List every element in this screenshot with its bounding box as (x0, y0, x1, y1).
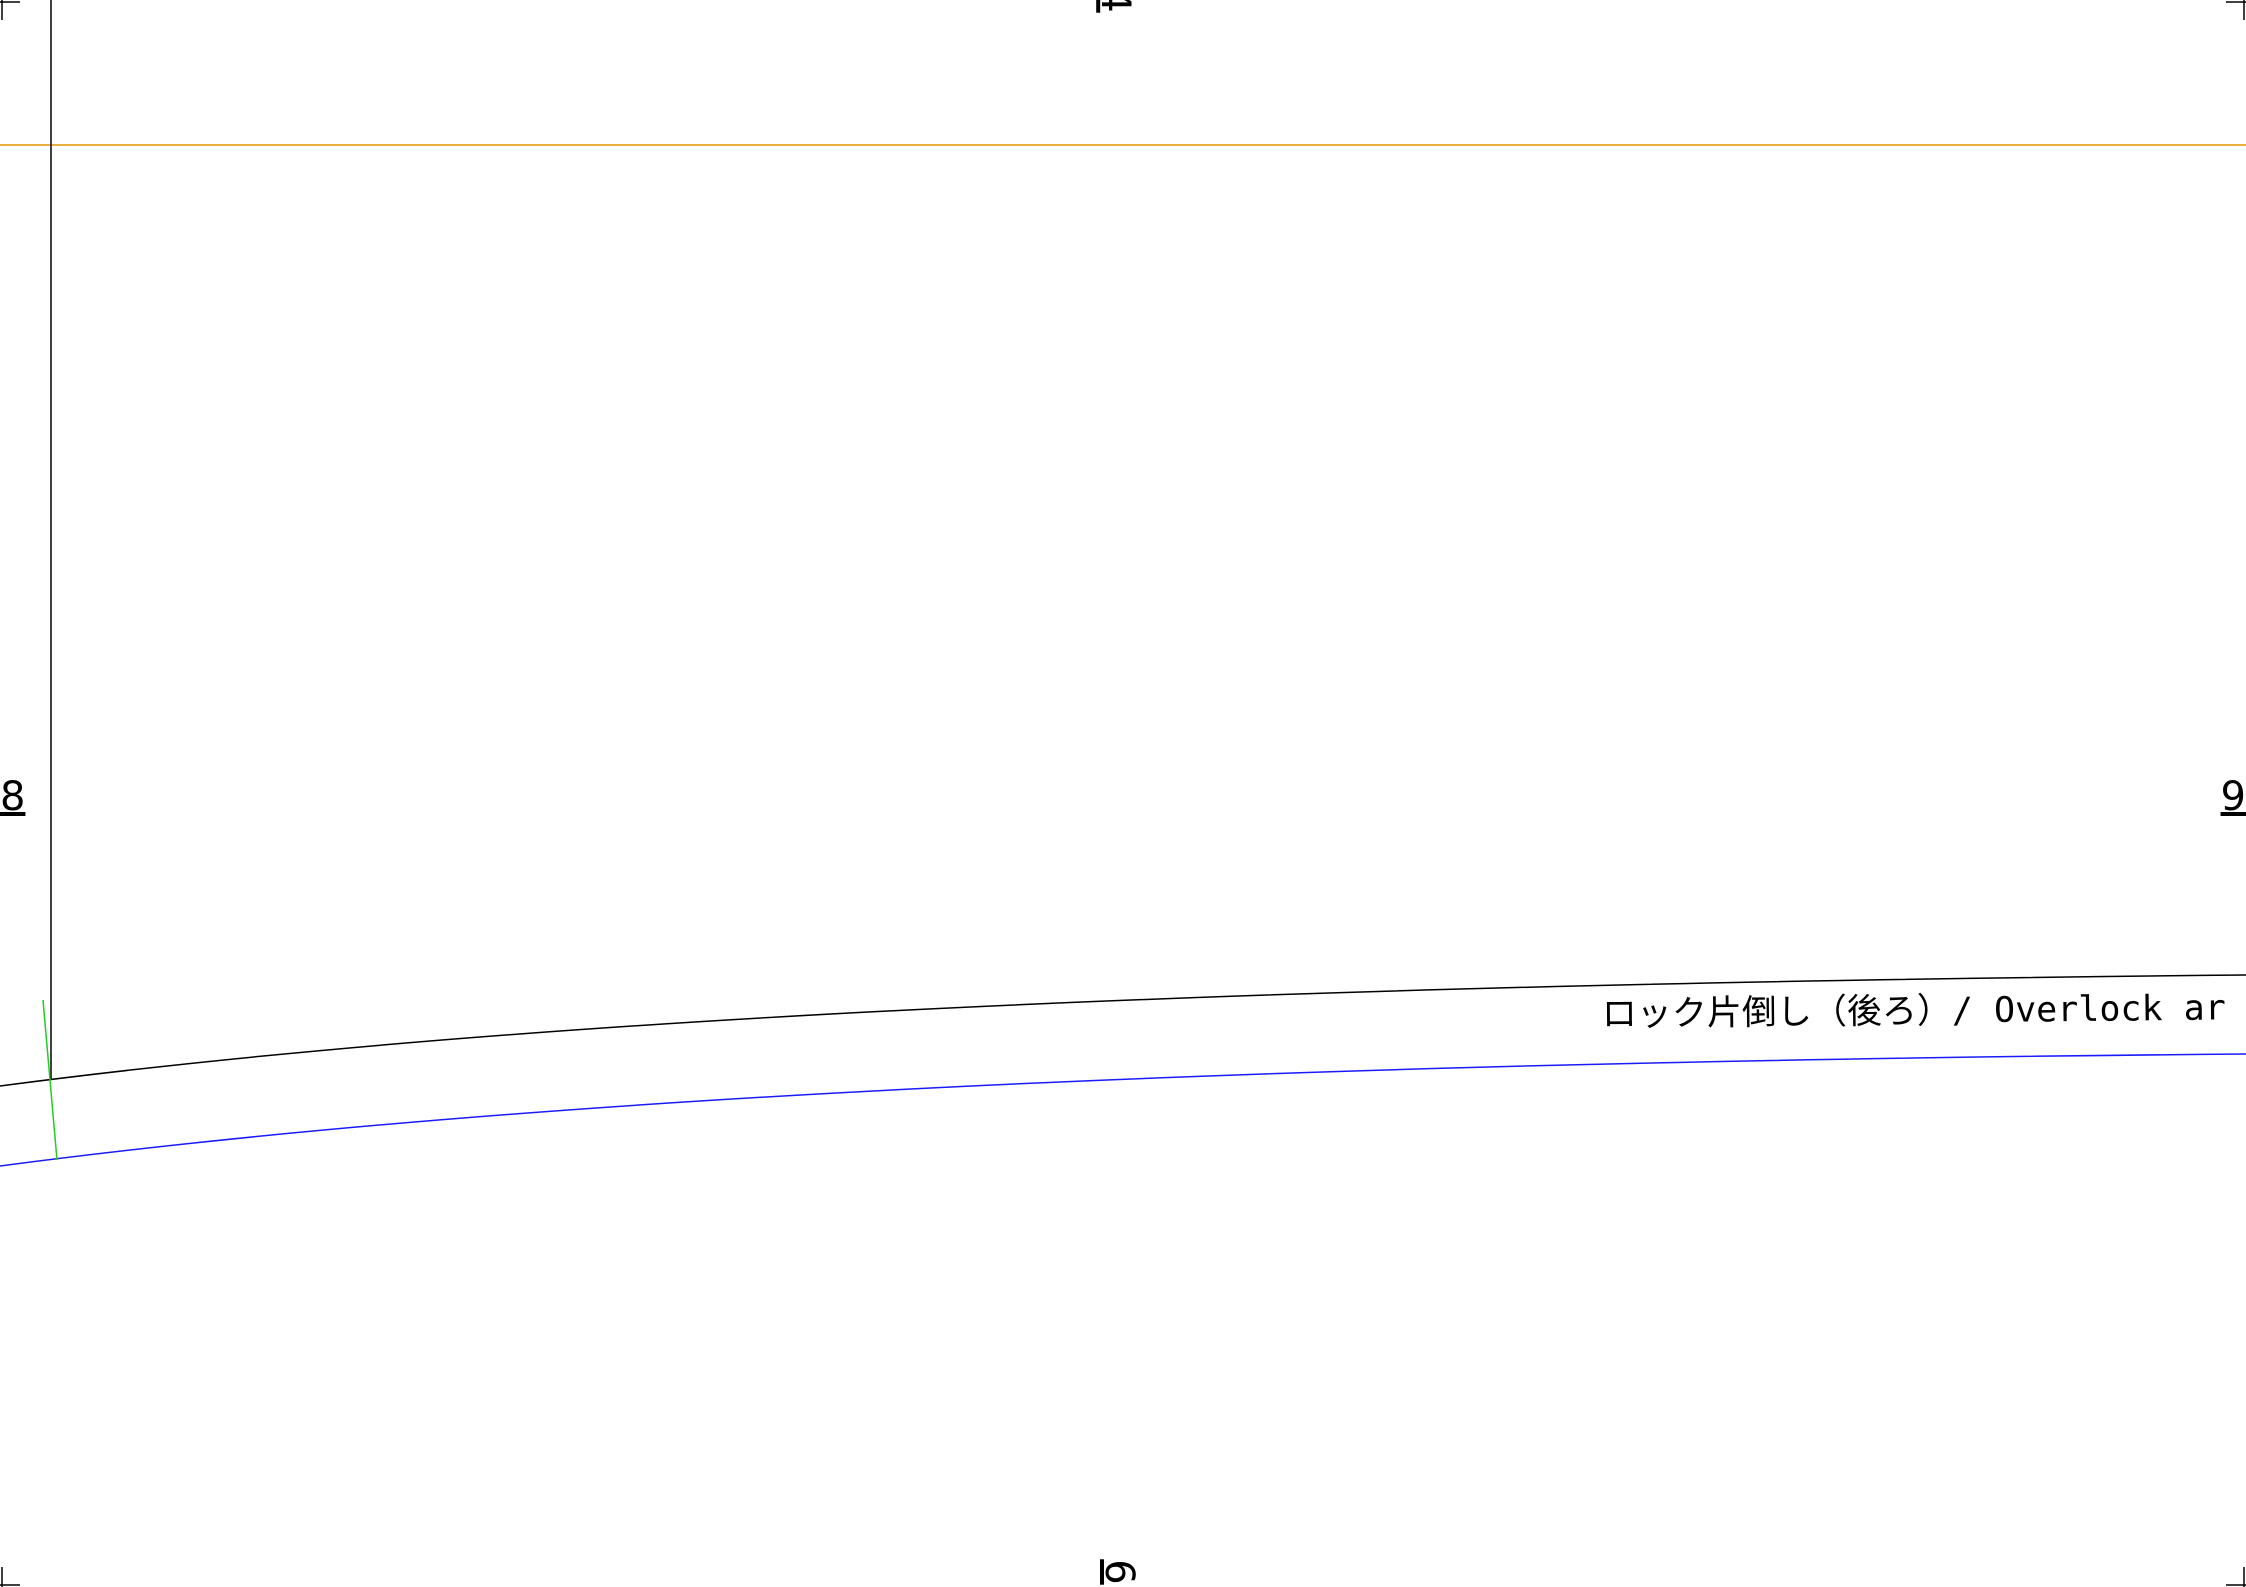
seam-line (0, 1053, 2246, 1167)
notch-mark (42, 999, 58, 1161)
page-number-left: 8 (0, 774, 25, 820)
page-number-bottom: 6 (1096, 1559, 1142, 1584)
cut-line (0, 974, 2246, 1087)
crop-mark-top-right (2226, 0, 2246, 20)
seam-label: ロック片倒し（後ろ）/ Overlock ar (1602, 988, 2226, 1035)
crop-mark-bottom-left (0, 1567, 20, 1587)
crop-mark-bottom-right (2226, 1567, 2246, 1587)
crop-mark-top-left (0, 0, 20, 20)
page-number-right: 9 (2221, 774, 2246, 820)
page-number-top: 4 (1092, 0, 1138, 13)
